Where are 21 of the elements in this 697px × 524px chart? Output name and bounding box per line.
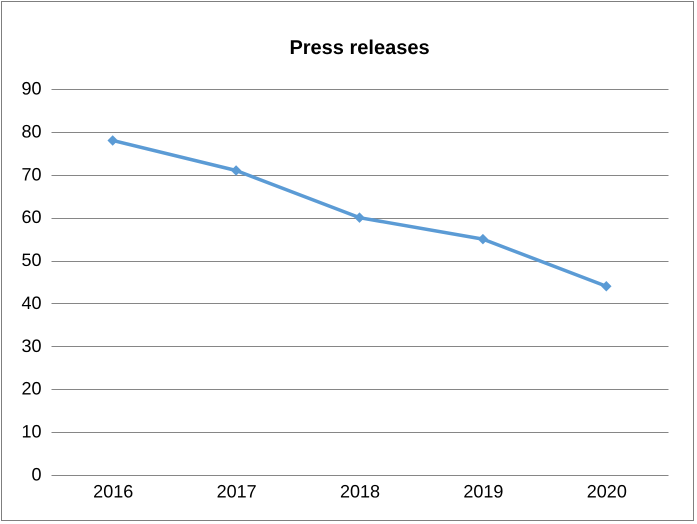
x-tick-label: 2016 <box>93 482 134 502</box>
point <box>354 212 365 223</box>
x-tick-label: 2020 <box>586 482 627 502</box>
chart-title: Press releases <box>289 37 430 59</box>
point <box>601 281 612 292</box>
x-tick-label: 2017 <box>216 482 257 502</box>
point <box>107 135 118 146</box>
y-tick-label: 30 <box>21 336 42 356</box>
y-tick-label: 60 <box>21 207 42 228</box>
y-tick-label: 0 <box>31 464 42 484</box>
point <box>230 165 242 176</box>
x-tick-label: 2018 <box>340 482 380 502</box>
y-tick-label: 70 <box>21 164 42 184</box>
y-tick-label: 20 <box>21 378 42 399</box>
x-tick-label: 2019 <box>463 482 504 502</box>
point <box>478 234 488 244</box>
y-tick-label: 80 <box>21 121 42 142</box>
y-tick-label: 90 <box>21 78 42 98</box>
y-tick-label: 50 <box>21 250 42 270</box>
y-tick-label: 10 <box>21 422 42 442</box>
y-tick-label: 40 <box>21 292 42 313</box>
